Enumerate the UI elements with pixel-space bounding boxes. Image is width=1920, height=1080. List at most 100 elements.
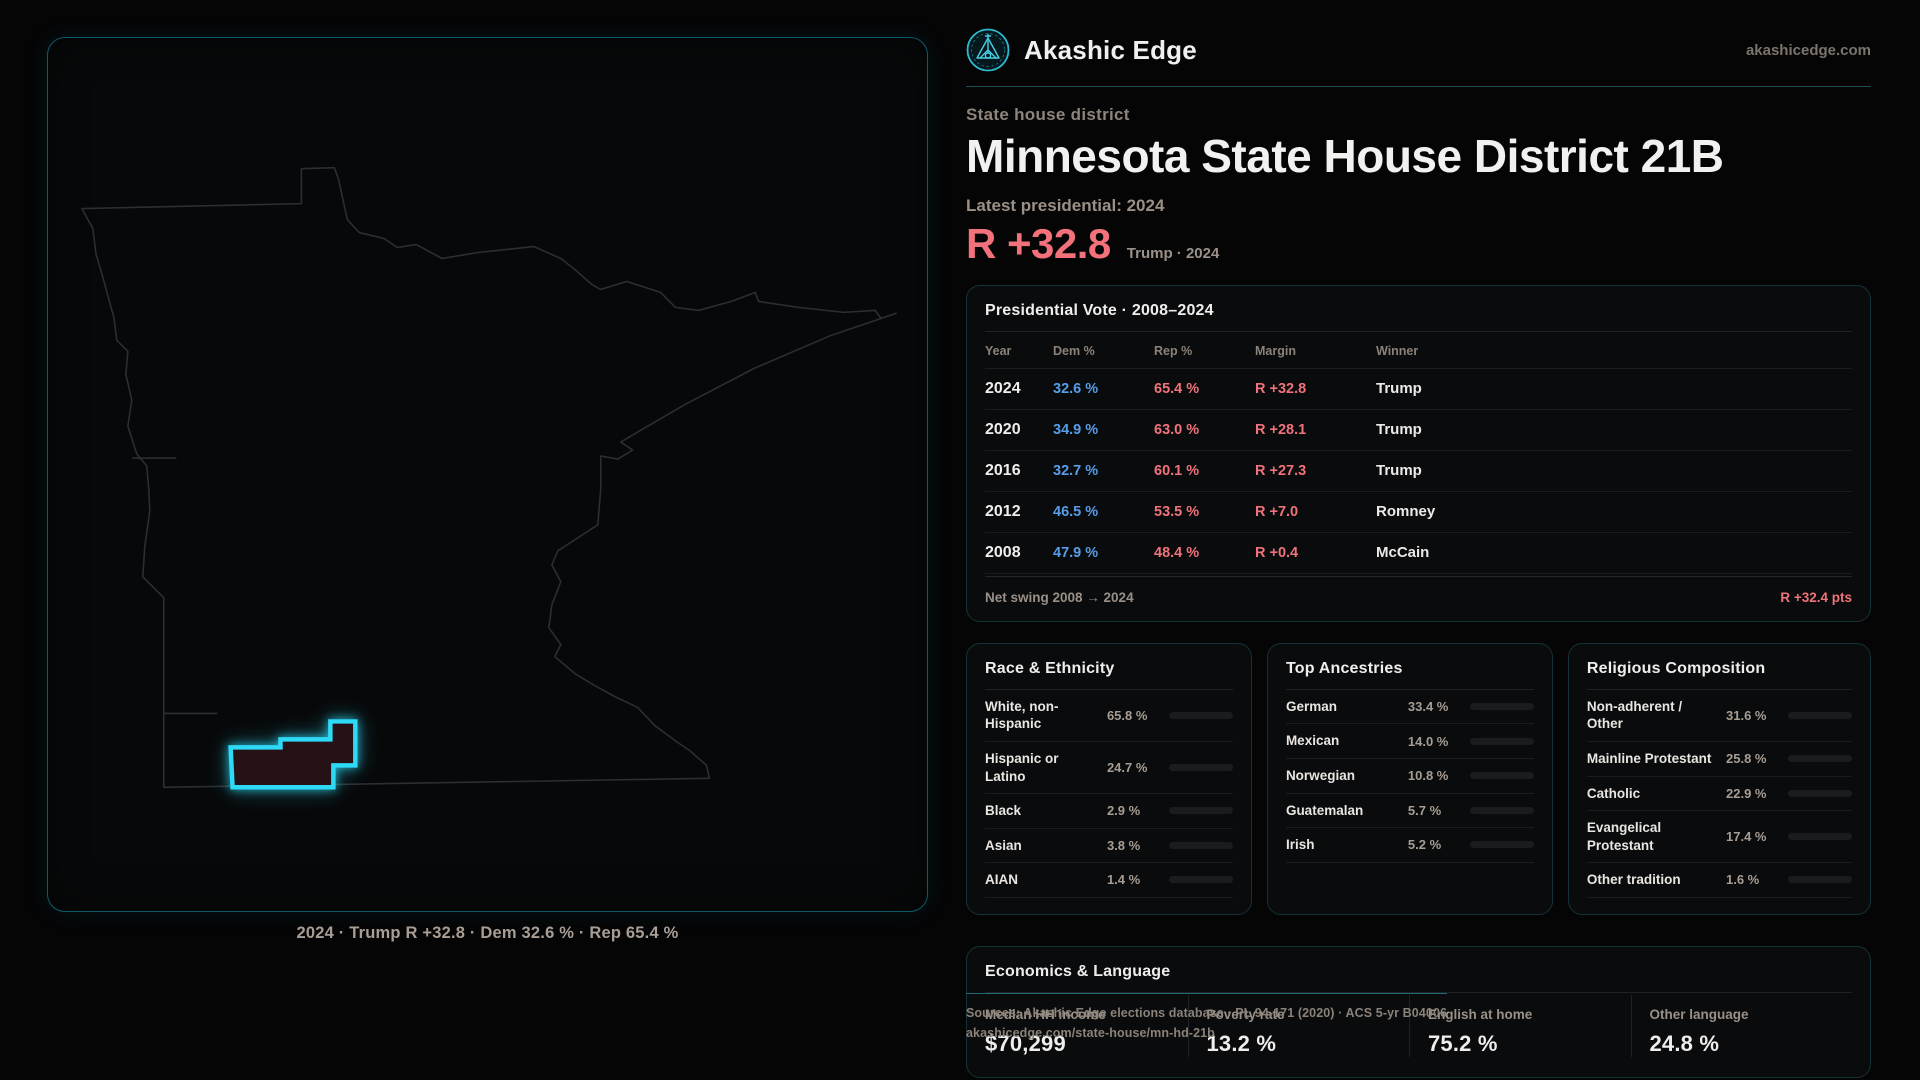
stat-value: 33.4 % xyxy=(1407,699,1449,715)
margin-cell: R +27.3 xyxy=(1255,462,1307,479)
list-item: German 33.4 % xyxy=(1285,690,1534,725)
net-swing-label: Net swing 2008 → 2024 xyxy=(985,589,1134,605)
col-margin: Margin xyxy=(1255,343,1296,358)
stat-label: Irish xyxy=(1285,837,1315,853)
list-item: Mainline Protestant 25.8 % xyxy=(1586,742,1852,777)
list-item: White, non-Hispanic 65.8 % xyxy=(985,690,1233,742)
rep-cell: 60.1 % xyxy=(1154,462,1200,479)
demographics-row: Race & Ethnicity White, non-Hispanic 65.… xyxy=(966,642,1871,915)
rep-cell: 65.4 % xyxy=(1154,380,1200,397)
stat-bar xyxy=(1788,755,1852,763)
stat-label: Guatemalan xyxy=(1285,802,1364,818)
stat-label: Poverty rate xyxy=(1206,1006,1285,1022)
stat-label: Mainline Protestant xyxy=(1586,750,1712,766)
col-rep: Rep % xyxy=(1154,343,1193,358)
permalink-url[interactable]: akashicedge.com/state-house/mn-hd-21b xyxy=(966,1026,1215,1040)
stat-bar xyxy=(1469,806,1534,814)
minnesota-outline xyxy=(81,166,897,789)
stat-bar xyxy=(1469,772,1534,780)
list-item: Norwegian 10.8 % xyxy=(1285,759,1534,794)
stat-value: 5.7 % xyxy=(1407,802,1442,818)
dem-cell: 46.5 % xyxy=(1053,503,1099,520)
winner-cell: McCain xyxy=(1376,544,1430,562)
stat-label: English at home xyxy=(1428,1006,1533,1022)
stat-value: 5.2 % xyxy=(1407,837,1442,853)
stat-value: 75.2 % xyxy=(1428,1030,1498,1056)
margin-cell: R +28.1 xyxy=(1255,421,1307,438)
top-ancestries-title: Top Ancestries xyxy=(1285,659,1403,677)
rep-cell: 48.4 % xyxy=(1154,544,1200,561)
list-item: Evangelical Protestant 17.4 % xyxy=(1586,811,1852,864)
rep-cell: 63.0 % xyxy=(1154,421,1200,438)
brand-domain-link[interactable]: akashicedge.com xyxy=(1745,41,1871,59)
stat-bar xyxy=(1168,841,1233,849)
stat-value: 65.8 % xyxy=(1106,707,1148,723)
stat-bar xyxy=(1469,841,1534,849)
stat-bar xyxy=(1168,764,1233,772)
col-year: Year xyxy=(985,343,1012,358)
list-item: Asian 3.8 % xyxy=(985,829,1233,864)
stat-label: German xyxy=(1285,698,1337,714)
stat-label: Median HH income xyxy=(985,1006,1106,1022)
table-row: 2020 34.9 % 63.0 % R +28.1 Trump xyxy=(985,410,1852,451)
stat-value: 1.6 % xyxy=(1726,872,1760,888)
dem-cell: 32.6 % xyxy=(1053,380,1099,397)
dem-cell: 34.9 % xyxy=(1053,421,1099,438)
akashic-edge-logo-icon xyxy=(966,28,1010,72)
stat-bar xyxy=(1469,737,1534,745)
stat-bar xyxy=(1788,876,1852,884)
sources-line: Sources: Akashic Edge elections database… xyxy=(966,1006,1448,1020)
stat-other-language: Other language 24.8 % xyxy=(1630,994,1853,1057)
margin-cell: R +32.8 xyxy=(1255,380,1307,397)
margin-cell: R +0.4 xyxy=(1255,544,1299,561)
panel-divider xyxy=(985,991,1852,993)
pres-table-header: Year Dem % Rep % Margin Winner xyxy=(985,332,1852,369)
stat-label: Asian xyxy=(985,837,1022,853)
net-swing-value: R +32.4 pts xyxy=(1780,589,1852,605)
stat-label: Hispanic or Latino xyxy=(985,750,1059,784)
list-item: Other tradition 1.6 % xyxy=(1586,863,1852,898)
rep-cell: 53.5 % xyxy=(1154,503,1200,520)
sources-footer: Sources: Akashic Edge elections database… xyxy=(966,993,1448,1043)
brand-header: Akashic Edge akashicedge.com xyxy=(966,28,1871,72)
brand-name: Akashic Edge xyxy=(1024,34,1197,65)
latest-presidential-label: Latest presidential: 2024 xyxy=(966,195,1165,215)
stat-label: Catholic xyxy=(1586,785,1641,801)
stat-value: 1.4 % xyxy=(1106,872,1141,888)
list-item: AIAN 1.4 % xyxy=(985,863,1233,898)
stat-bar xyxy=(1469,703,1534,711)
stat-value: 10.8 % xyxy=(1407,768,1449,784)
stat-label: Black xyxy=(985,803,1022,819)
presidential-vote-panel: Presidential Vote · 2008–2024 Year Dem %… xyxy=(966,284,1871,622)
stat-label: Other tradition xyxy=(1586,872,1681,888)
stat-value: 13.2 % xyxy=(1206,1030,1277,1056)
stat-value: 14.0 % xyxy=(1407,733,1449,749)
dem-cell: 47.9 % xyxy=(1053,544,1099,561)
list-item: Catholic 22.9 % xyxy=(1586,777,1852,812)
stat-label: Evangelical Protestant xyxy=(1586,820,1662,853)
stat-median-income: Median HH income $70,299 xyxy=(985,995,1188,1057)
race-ethnicity-title: Race & Ethnicity xyxy=(985,659,1115,677)
stat-label: Non-adherent / Other xyxy=(1586,698,1683,732)
list-item: Irish 5.2 % xyxy=(1285,828,1534,863)
table-row: 2008 47.9 % 48.4 % R +0.4 McCain xyxy=(985,533,1852,574)
list-item: Hispanic or Latino 24.7 % xyxy=(985,742,1233,795)
district-21b-shape[interactable] xyxy=(228,719,358,790)
economics-stats-row: Median HH income $70,299 Poverty rate 13… xyxy=(985,994,1853,1057)
stat-label: Mexican xyxy=(1285,733,1340,749)
state-map-card xyxy=(47,37,928,912)
margin-cell: R +7.0 xyxy=(1255,503,1299,520)
year-cell: 2024 xyxy=(985,379,1021,397)
religious-composition-title: Religious Composition xyxy=(1586,659,1766,677)
headline-margin-value: R +32.8 xyxy=(966,219,1111,267)
table-row: 2024 32.6 % 65.4 % R +32.8 Trump xyxy=(985,369,1852,410)
economics-language-title: Economics & Language xyxy=(985,962,1171,980)
table-row: 2012 46.5 % 53.5 % R +7.0 Romney xyxy=(985,492,1852,533)
year-cell: 2016 xyxy=(985,461,1021,479)
stat-value: 25.8 % xyxy=(1726,751,1767,767)
stat-bar xyxy=(1168,807,1233,815)
panel-divider xyxy=(985,330,1852,332)
table-row: 2016 32.7 % 60.1 % R +27.3 Trump xyxy=(985,451,1852,492)
winner-cell: Trump xyxy=(1376,380,1422,398)
economics-language-panel: Economics & Language Median HH income $7… xyxy=(966,945,1871,1078)
